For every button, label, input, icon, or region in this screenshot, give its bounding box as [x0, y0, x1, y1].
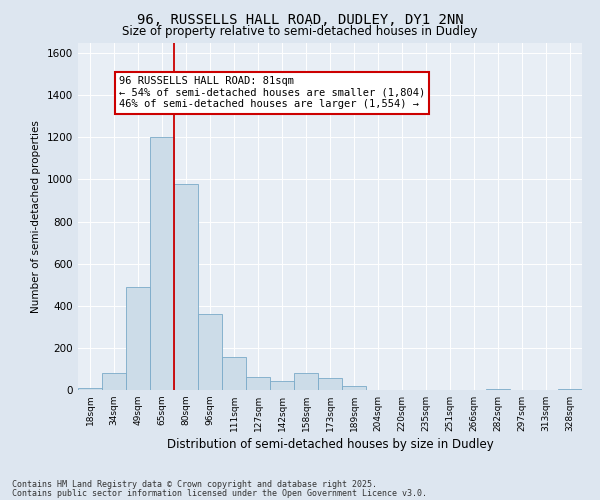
- Bar: [174, 184, 198, 390]
- X-axis label: Distribution of semi-detached houses by size in Dudley: Distribution of semi-detached houses by …: [167, 438, 493, 451]
- Bar: [486, 389, 510, 390]
- Text: 96 RUSSELLS HALL ROAD: 81sqm
← 54% of semi-detached houses are smaller (1,804)
4: 96 RUSSELLS HALL ROAD: 81sqm ← 54% of se…: [119, 76, 425, 110]
- Bar: [150, 138, 174, 390]
- Bar: [222, 358, 246, 390]
- Bar: [342, 386, 366, 390]
- Bar: [126, 287, 150, 390]
- Bar: [558, 389, 582, 390]
- Bar: [270, 380, 294, 390]
- Bar: [294, 373, 318, 390]
- Y-axis label: Number of semi-detached properties: Number of semi-detached properties: [31, 120, 41, 312]
- Bar: [318, 378, 342, 390]
- Text: Contains public sector information licensed under the Open Government Licence v3: Contains public sector information licen…: [12, 489, 427, 498]
- Bar: [78, 388, 102, 390]
- Text: Contains HM Land Registry data © Crown copyright and database right 2025.: Contains HM Land Registry data © Crown c…: [12, 480, 377, 489]
- Bar: [246, 378, 270, 390]
- Bar: [198, 314, 222, 390]
- Text: 96, RUSSELLS HALL ROAD, DUDLEY, DY1 2NN: 96, RUSSELLS HALL ROAD, DUDLEY, DY1 2NN: [137, 12, 463, 26]
- Text: Size of property relative to semi-detached houses in Dudley: Size of property relative to semi-detach…: [122, 25, 478, 38]
- Bar: [102, 373, 126, 390]
